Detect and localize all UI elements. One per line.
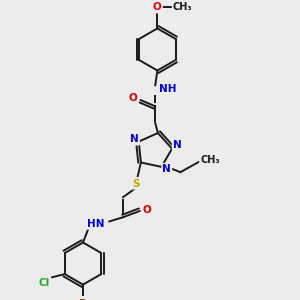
- Text: O: O: [143, 205, 152, 215]
- Text: HN: HN: [87, 219, 104, 229]
- Text: O: O: [153, 2, 162, 12]
- Text: S: S: [132, 178, 140, 189]
- Text: CH₃: CH₃: [200, 154, 220, 164]
- Text: CH₃: CH₃: [173, 2, 192, 12]
- Text: O: O: [129, 93, 137, 103]
- Text: Br: Br: [79, 298, 92, 300]
- Text: Cl: Cl: [38, 278, 50, 287]
- Text: N: N: [173, 140, 182, 151]
- Text: N: N: [162, 164, 171, 174]
- Text: N: N: [130, 134, 139, 145]
- Text: NH: NH: [159, 85, 177, 94]
